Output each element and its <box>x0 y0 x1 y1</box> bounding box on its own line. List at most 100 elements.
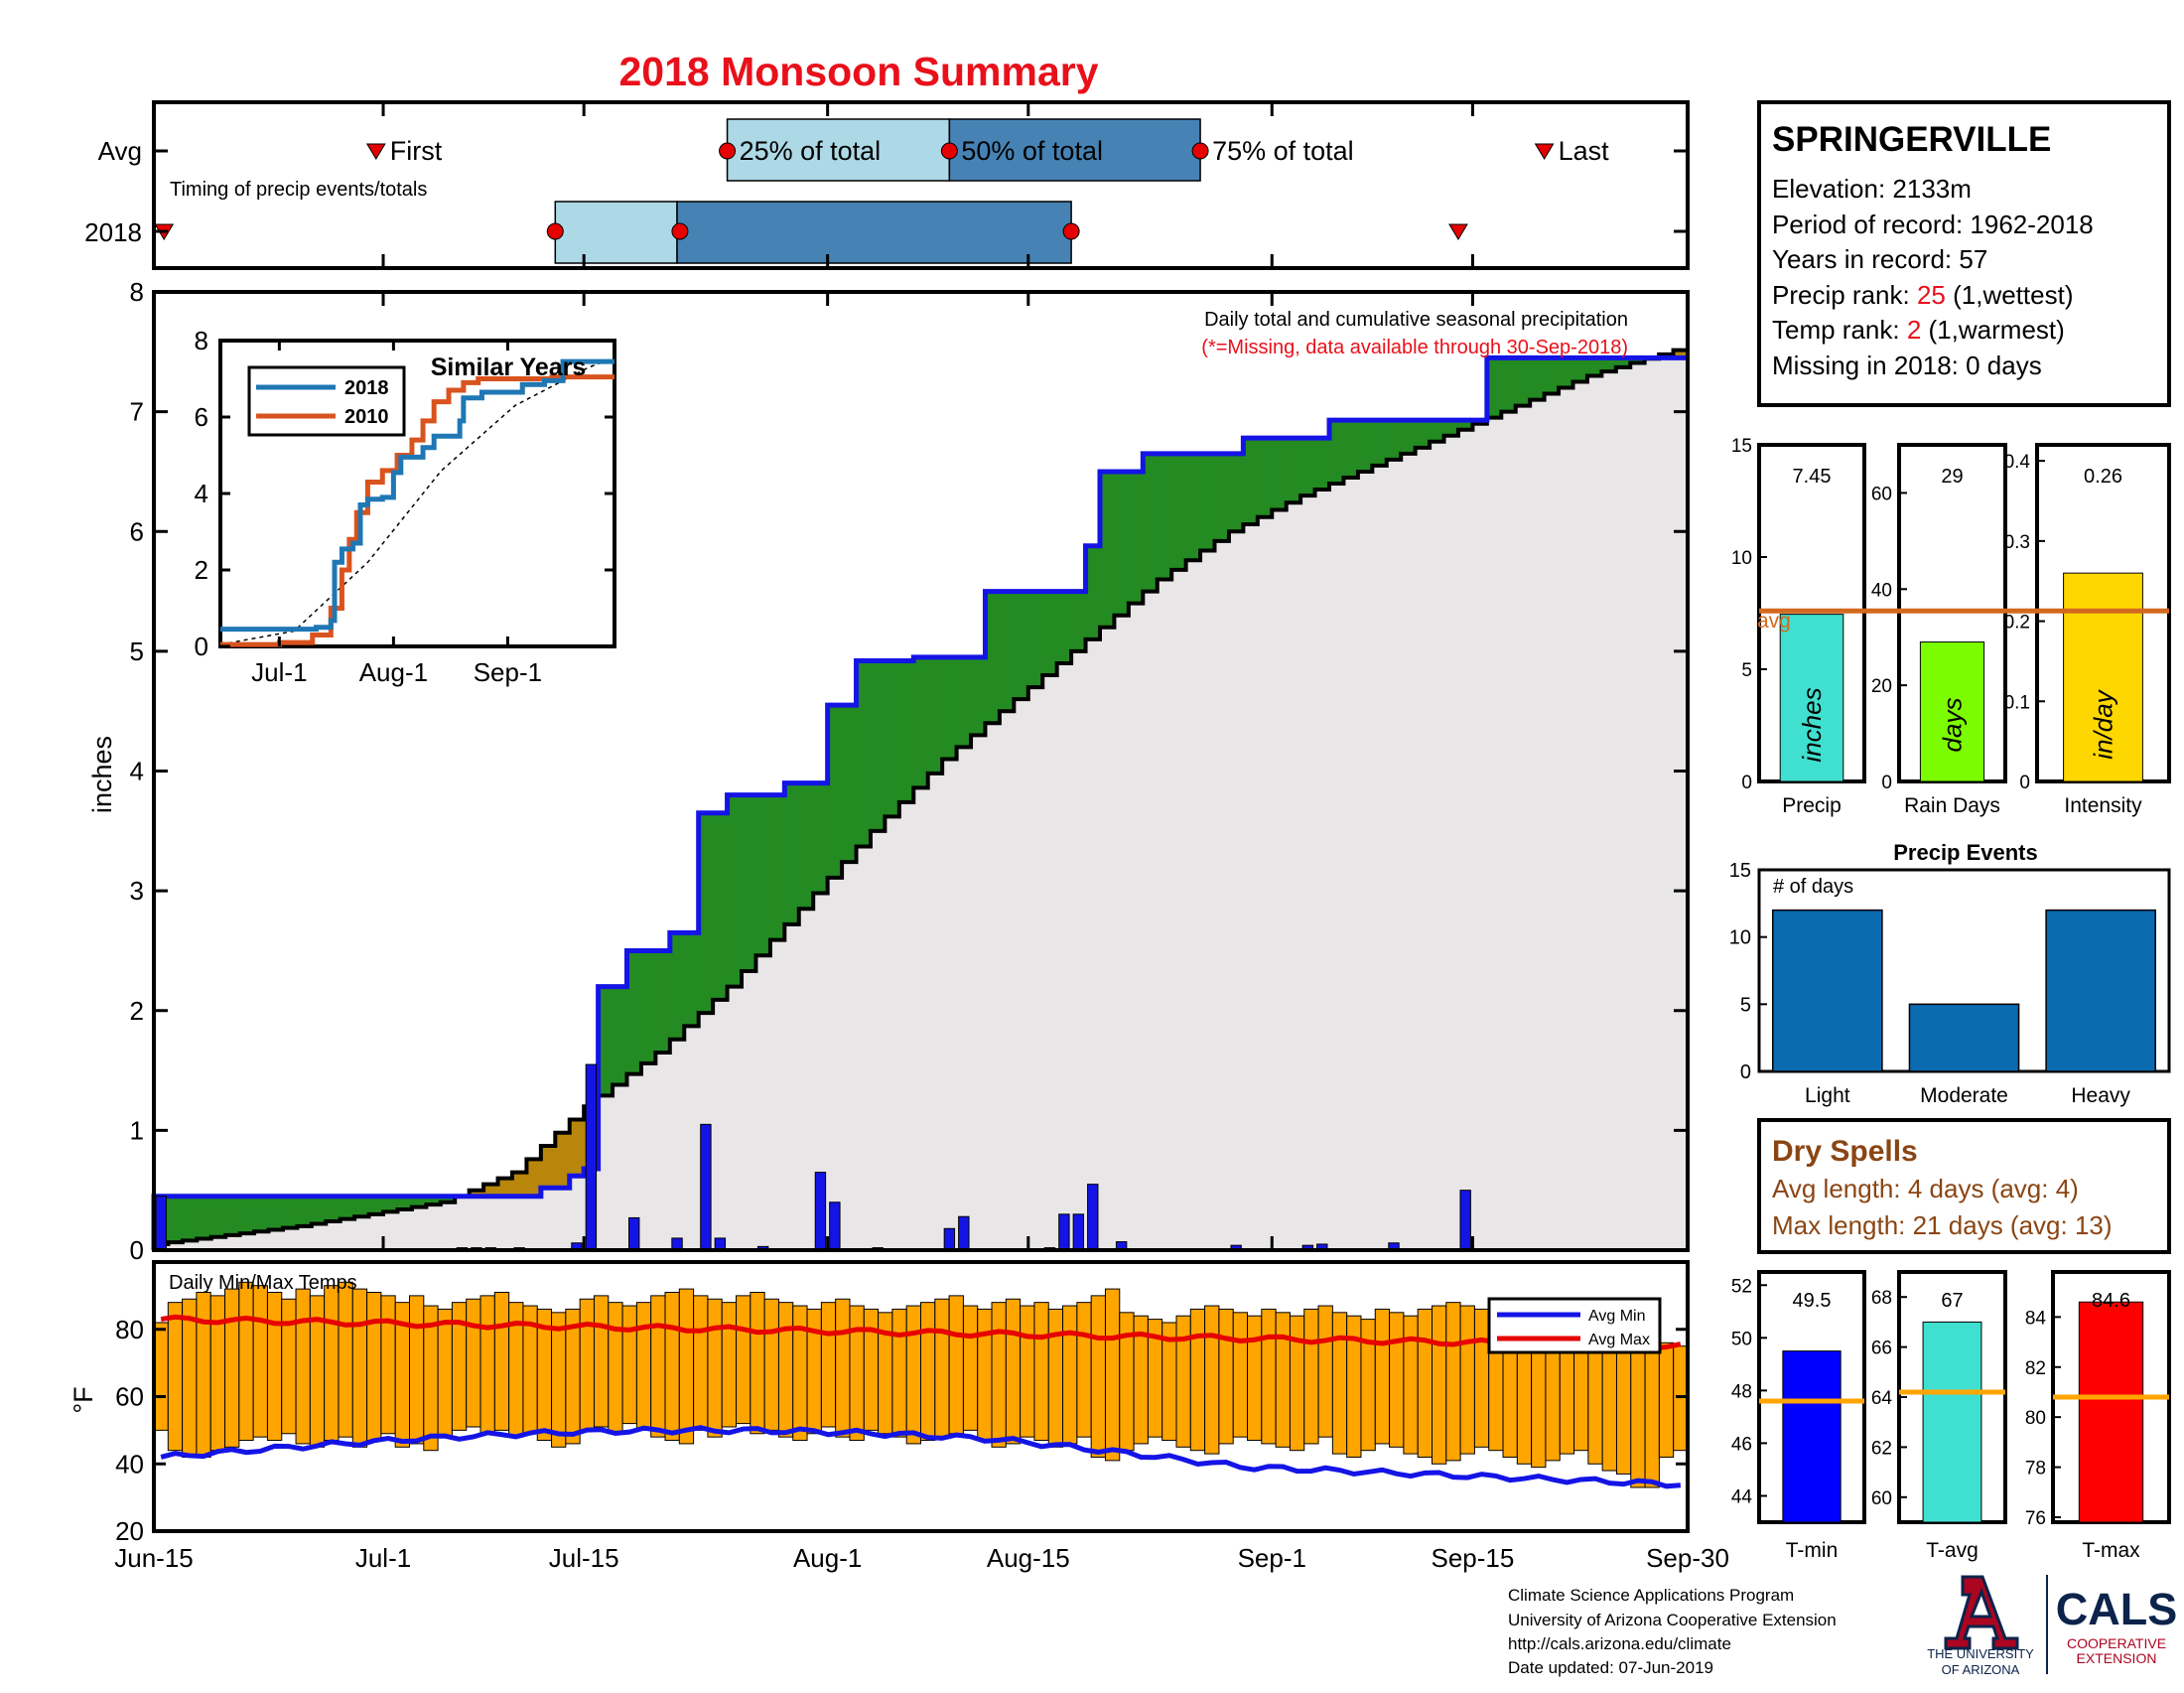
university-of-arizona-logo[interactable]: THE UNIVERSITY OF ARIZONA <box>1927 1575 2034 1677</box>
tmax-ytick-label: 84 <box>2025 1308 2047 1329</box>
tmin-bar <box>1782 1350 1842 1523</box>
summary-avg-label: avg <box>1757 610 1791 633</box>
wet-surplus-area <box>784 782 800 924</box>
daily-precip-bar <box>585 1063 598 1251</box>
2018-50-marker <box>671 222 689 240</box>
wet-surplus-area <box>985 591 1001 724</box>
wet-surplus-area <box>898 660 914 802</box>
dry-deficit-area <box>483 1184 499 1197</box>
temps-ylabel: °F <box>68 1386 98 1413</box>
rain_days-ytick-label: 0 <box>1881 773 1892 793</box>
wet-surplus-area <box>354 1196 370 1217</box>
main-ytick-label: 7 <box>130 397 144 427</box>
daily-temp-bar <box>977 1308 993 1442</box>
temps-label: Daily Min/Max Temps <box>169 1272 357 1294</box>
wet-surplus-area <box>885 660 900 817</box>
wet-surplus-area <box>913 656 929 788</box>
station-info-box: SPRINGERVILLE Elevation: 2133m Period of… <box>1757 100 2171 407</box>
wet-surplus-area <box>1544 357 1560 394</box>
daily-temp-bar <box>593 1295 610 1428</box>
wet-surplus-area <box>1157 453 1172 580</box>
daily-temp-bar <box>1459 1305 1475 1455</box>
tavg-ytick-label: 62 <box>1871 1438 1892 1459</box>
tmin-label: T-min <box>1786 1539 1839 1562</box>
daily-temp-bar <box>266 1291 283 1442</box>
daily-precip-bar <box>700 1123 712 1251</box>
events-xlabel: Heavy <box>2071 1084 2130 1107</box>
wet-surplus-area <box>1430 420 1445 442</box>
daily-temp-bar <box>493 1291 510 1431</box>
wet-surplus-area <box>311 1196 327 1224</box>
wet-surplus-area <box>742 794 757 971</box>
inset-ytick-label: 6 <box>195 402 208 432</box>
precip-ytick-label: 0 <box>1741 773 1752 793</box>
daily-temp-bar <box>281 1298 297 1435</box>
wet-surplus-area <box>813 782 829 894</box>
intensity-label: Intensity <box>2064 794 2142 817</box>
avg-50-marker <box>940 142 958 160</box>
dry-spells-box: Dry Spells Avg length: 4 days (avg: 4) M… <box>1757 1118 2171 1254</box>
wet-surplus-area <box>1386 420 1402 460</box>
wet-surplus-area <box>1200 453 1216 551</box>
timing-row-2018-label: 2018 <box>84 217 142 247</box>
tmin-ytick-label: 50 <box>1731 1329 1752 1349</box>
daily-temp-bar <box>608 1302 623 1435</box>
daily-temp-bar <box>920 1302 936 1442</box>
daily-precip-bar <box>1058 1213 1070 1251</box>
daily-precip-bar <box>1072 1213 1085 1251</box>
events-bar-moderate <box>1908 1003 2020 1072</box>
wet-surplus-area <box>669 932 685 1040</box>
daily-temp-bar <box>153 1322 169 1431</box>
wet-surplus-area <box>1286 438 1301 503</box>
inset-axes: 0 2 4 6 8 Jul-1 Aug-1 Sep-1 <box>195 326 614 687</box>
daily-temp-bar <box>295 1288 311 1445</box>
footer: Climate Science Applications Program Uni… <box>1508 1575 2177 1677</box>
wet-surplus-area <box>1372 420 1388 466</box>
legend-avg-min: Avg Min <box>1588 1308 1646 1325</box>
2018-75-marker <box>1062 222 1080 240</box>
daily-temp-bar <box>466 1298 481 1428</box>
intensity-ytick-label: 0.2 <box>2004 613 2030 634</box>
precip-unit: inches <box>1797 687 1827 762</box>
main-ytick-label: 4 <box>130 757 144 786</box>
daily-temp-bar <box>820 1302 837 1428</box>
wet-surplus-area <box>1128 471 1144 604</box>
station-frame <box>1757 100 2171 407</box>
daily-temp-bar <box>750 1291 765 1435</box>
daily-temp-bar <box>1673 1345 1689 1452</box>
main-missing-note: (*=Missing, data available through 30-Se… <box>1201 337 1628 358</box>
avg-first-label: First <box>390 136 443 166</box>
tmin-ytick-label: 44 <box>1731 1486 1753 1507</box>
daily-precip-bar <box>829 1201 841 1251</box>
events-title: Precip Events <box>1893 840 2038 865</box>
main-ytick-label: 0 <box>130 1235 144 1265</box>
inset-xtick-label: Aug-1 <box>359 657 428 687</box>
daily-temp-bar <box>338 1281 353 1438</box>
rain_days-label: Rain Days <box>1904 794 2000 817</box>
inset-xtick-label: Sep-1 <box>474 657 542 687</box>
temp-avg-lines <box>160 1314 1682 1489</box>
inset-xtick-label: Jul-1 <box>251 657 307 687</box>
inset-2018-line <box>220 358 614 633</box>
wet-surplus-area <box>1114 471 1130 616</box>
daily-temp-bar <box>479 1295 495 1435</box>
wet-surplus-area <box>1559 357 1574 388</box>
wet-surplus-area <box>368 1196 384 1214</box>
rain_days-ytick-label: 60 <box>1871 484 1892 504</box>
inset-legend <box>247 365 406 437</box>
avg-last-label: Last <box>1559 136 1610 166</box>
wet-surplus-area <box>1042 591 1058 675</box>
avg-last-marker-icon <box>1534 143 1555 160</box>
wet-surplus-area <box>1615 357 1631 367</box>
daily-temp-bar <box>579 1298 595 1431</box>
wet-surplus-area <box>326 1196 341 1222</box>
temps-ytick-label: 40 <box>115 1449 144 1479</box>
wet-surplus-area <box>254 1196 270 1232</box>
daily-temp-bar <box>1417 1308 1433 1458</box>
daily-temp-bar <box>1261 1308 1277 1445</box>
dry-title: Dry Spells <box>1772 1135 1918 1168</box>
daily-temp-bar <box>1275 1312 1291 1448</box>
daily-temp-bar <box>1033 1302 1049 1442</box>
cals-logo[interactable]: CALS COOPERATIVE EXTENSION <box>2056 1584 2178 1666</box>
avg-75-marker <box>1191 142 1209 160</box>
